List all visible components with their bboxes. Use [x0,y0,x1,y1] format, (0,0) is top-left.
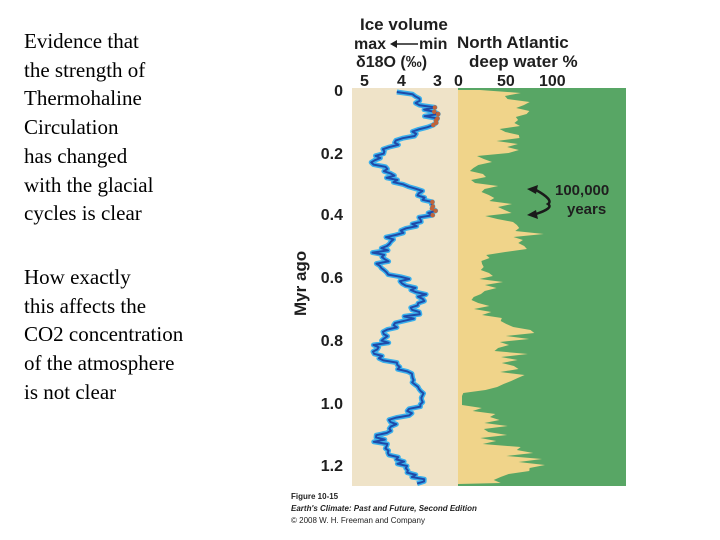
text-line: is not clear [24,379,117,404]
na-tick-50: 50 [497,73,515,90]
delta-axis-label: δ18O (‰) [356,54,427,71]
text-line: How exactly [24,265,131,289]
figure-caption-book: Earth's Climate: Past and Future, Second… [291,504,477,513]
text-line: Evidence that [24,29,139,53]
text-line: of the atmosphere [24,351,175,376]
figure-caption-number: Figure 10-15 [291,492,339,501]
text-line: has changed [24,143,128,168]
na-tick-0: 0 [454,73,463,90]
bracket-arrow-top [527,185,538,194]
delta-marker [431,122,436,128]
text-line: Thermohaline [24,86,142,111]
figure-caption-copyright: © 2008 W. H. Freeman and Company [291,516,425,525]
text-line: the strength of [24,57,146,82]
y-axis-label: Myr ago [291,251,310,316]
na-title-line2: deep water % [469,52,578,71]
na-title-line1: North Atlantic [457,33,569,52]
text-line: with the glacial [24,172,154,197]
delta-tick-3: 3 [433,73,442,90]
delta-marker [430,199,435,205]
y-tick-0: 0 [334,83,343,100]
y-tick-1.2: 1.2 [321,458,343,475]
ice-max-label: max [354,36,386,53]
delta-marker [432,109,437,115]
annotation-100000: 100,000 [555,182,609,199]
y-tick-0.8: 0.8 [321,333,343,350]
ice-min-label: min [419,36,447,53]
ice-volume-title: Ice volume [360,15,448,34]
na-tick-100: 100 [539,73,566,90]
y-tick-0.2: 0.2 [321,146,343,163]
delta-marker [433,208,438,213]
delta-marker [435,111,441,117]
text-line: Circulation [24,115,119,140]
evidence-text-block: Evidence that the strength of Thermohaline… [24,27,153,228]
delta-markers [429,105,441,218]
y-tick-0.6: 0.6 [321,270,343,287]
bracket-arrow-bottom [527,210,538,219]
question-text-block: How exactly this affects the CO2 concentra… [24,263,183,407]
text-line: CO2 concentration [24,322,184,347]
y-tick-0.4: 0.4 [321,207,343,224]
annotation-years: years [567,201,606,218]
text-line: cycles is clear [24,201,142,226]
delta-marker [429,206,435,211]
na-yellow-area [458,90,545,484]
text-line: this affects the [24,293,147,318]
delta-marker [432,105,438,110]
cycle-bracket [535,188,551,216]
delta-marker [430,213,435,218]
delta-curve-dark [370,91,440,485]
delta-tick-4: 4 [397,73,406,90]
ice-arrow-head [390,40,397,48]
y-tick-1.0: 1.0 [321,396,343,413]
delta-tick-5: 5 [360,73,369,90]
